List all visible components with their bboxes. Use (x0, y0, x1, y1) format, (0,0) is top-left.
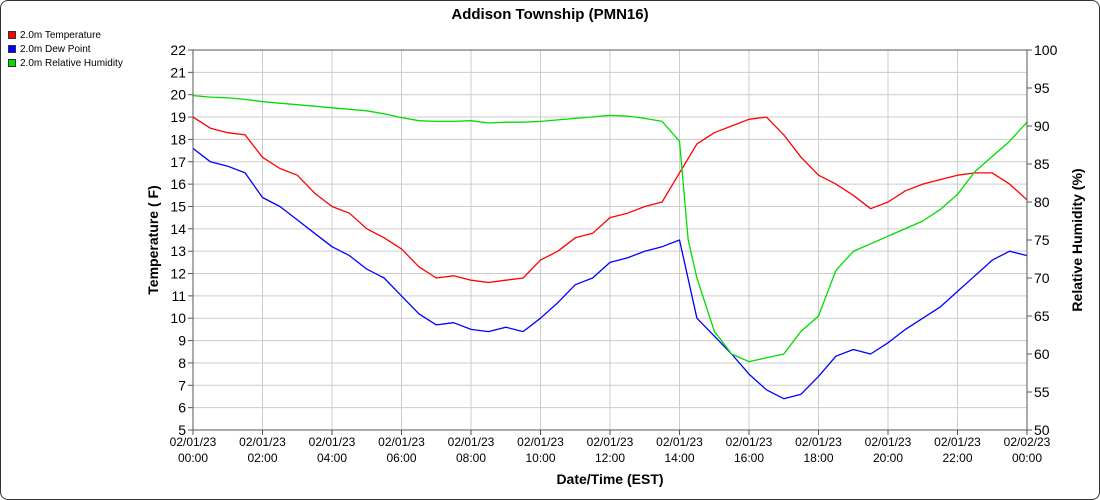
x-tick-time-label: 00:00 (1012, 451, 1042, 465)
left-tick-label: 18 (170, 131, 186, 147)
left-tick-label: 22 (170, 42, 186, 58)
right-tick-label: 90 (1034, 118, 1050, 134)
right-tick-label: 50 (1034, 422, 1050, 438)
x-tick-date-label: 02/01/23 (795, 435, 842, 449)
right-tick-label: 85 (1034, 156, 1050, 172)
x-tick-time-label: 20:00 (873, 451, 903, 465)
legend-label-temperature: 2.0m Temperature (20, 29, 101, 41)
x-tick-time-label: 14:00 (664, 451, 694, 465)
series-layer (192, 94, 1028, 400)
left-tick-label: 20 (170, 87, 186, 103)
legend-label-dew-point: 2.0m Dew Point (20, 43, 91, 55)
left-tick-label: 6 (178, 400, 186, 416)
x-tick-date-label: 02/01/23 (865, 435, 912, 449)
series-line-temperature (192, 116, 1028, 284)
x-tick-time-label: 02:00 (247, 451, 277, 465)
right-tick-label: 70 (1034, 270, 1050, 286)
left-tick-label: 8 (178, 355, 186, 371)
left-tick-label: 10 (170, 310, 186, 326)
left-tick-label: 16 (170, 176, 186, 192)
left-tick-label: 15 (170, 198, 186, 214)
x-tick-date-label: 02/01/23 (448, 435, 495, 449)
x-tick-date-label: 02/01/23 (309, 435, 356, 449)
x-tick-time-label: 10:00 (525, 451, 555, 465)
left-tick-label: 17 (170, 154, 186, 170)
right-tick-label: 55 (1034, 384, 1050, 400)
x-tick-time-label: 18:00 (803, 451, 833, 465)
x-tick-date-label: 02/01/23 (656, 435, 703, 449)
left-y-axis: 5 6 7 8 9 10 11 12 13 14 15 16 17 18 19 20 21 22 (170, 42, 193, 438)
x-tick-time-label: 16:00 (734, 451, 764, 465)
y-axis-label-left: Temperature ( F) (145, 185, 161, 294)
left-tick-label: 11 (171, 288, 186, 304)
left-tick-label: 19 (170, 109, 186, 125)
right-y-axis: 50 55 60 65 70 75 80 85 90 95 100 (1027, 42, 1058, 438)
right-tick-label: 60 (1034, 346, 1050, 362)
left-tick-label: 13 (170, 243, 186, 259)
left-tick-label: 7 (178, 377, 186, 393)
right-tick-label: 95 (1034, 80, 1050, 96)
right-tick-label: 80 (1034, 194, 1050, 210)
x-tick-date-label: 02/01/23 (378, 435, 425, 449)
right-tick-label: 100 (1034, 42, 1058, 58)
left-tick-label: 12 (170, 266, 186, 282)
x-tick-date-label: 02/02/23 (1004, 435, 1051, 449)
right-tick-label: 75 (1034, 232, 1050, 248)
chart-title: Addison Township (PMN16) (451, 6, 648, 23)
x-tick-time-label: 08:00 (456, 451, 486, 465)
left-tick-label: 5 (178, 422, 186, 438)
legend-swatch-temperature (8, 31, 16, 39)
x-axis-label: Date/Time (EST) (556, 471, 663, 487)
x-tick-date-label: 02/01/23 (726, 435, 773, 449)
left-tick-label: 14 (170, 221, 186, 237)
x-tick-time-label: 00:00 (178, 451, 208, 465)
left-tick-label: 9 (178, 333, 186, 349)
x-tick-date-label: 02/01/23 (517, 435, 564, 449)
x-tick-date-label: 02/01/23 (170, 435, 217, 449)
legend-swatch-dew-point (8, 45, 16, 53)
legend: 2.0m Temperature 2.0m Dew Point 2.0m Rel… (8, 28, 123, 70)
legend-label-relative-humidity: 2.0m Relative Humidity (20, 57, 123, 69)
x-tick-date-label: 02/01/23 (239, 435, 286, 449)
y-axis-label-right: Relative Humidity (%) (1069, 168, 1085, 311)
legend-swatch-relative-humidity (8, 59, 16, 67)
x-tick-time-label: 06:00 (386, 451, 416, 465)
legend-item-relative-humidity: 2.0m Relative Humidity (8, 56, 123, 70)
x-axis: 02/01/23 00:00 02/01/23 02:00 02/01/23 04:00 0… (170, 430, 1051, 465)
left-tick-label: 21 (170, 64, 186, 80)
legend-item-dew-point: 2.0m Dew Point (8, 42, 123, 56)
legend-item-temperature: 2.0m Temperature (8, 28, 123, 42)
series-line-dew-point (192, 147, 1028, 400)
x-tick-date-label: 02/01/23 (934, 435, 981, 449)
series-line-relative-humidity (192, 94, 1028, 363)
right-tick-label: 65 (1034, 308, 1050, 324)
x-tick-date-label: 02/01/23 (587, 435, 634, 449)
x-tick-time-label: 12:00 (595, 451, 625, 465)
x-tick-time-label: 22:00 (942, 451, 972, 465)
x-tick-time-label: 04:00 (317, 451, 347, 465)
